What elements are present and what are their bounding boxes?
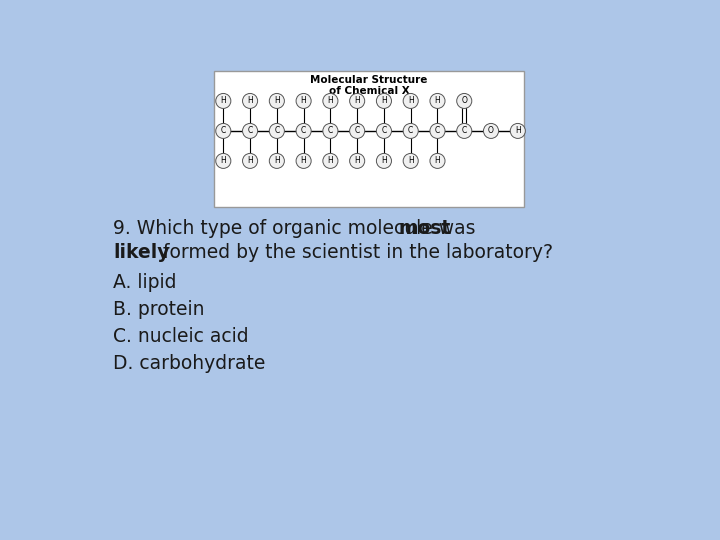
Circle shape [243, 93, 258, 109]
Text: H: H [328, 157, 333, 165]
Circle shape [269, 93, 284, 109]
Circle shape [456, 93, 472, 109]
Circle shape [216, 153, 231, 168]
Text: H: H [435, 157, 441, 165]
Text: H: H [301, 97, 307, 105]
Circle shape [296, 153, 311, 168]
Text: A. lipid: A. lipid [113, 273, 176, 292]
Circle shape [350, 124, 365, 138]
Text: H: H [354, 97, 360, 105]
Circle shape [350, 153, 365, 168]
Circle shape [430, 124, 445, 138]
Text: H: H [408, 97, 413, 105]
Circle shape [323, 124, 338, 138]
Circle shape [269, 124, 284, 138]
Text: C: C [382, 126, 387, 136]
Circle shape [216, 93, 231, 109]
Text: H: H [301, 157, 307, 165]
Text: C. nucleic acid: C. nucleic acid [113, 327, 249, 346]
Circle shape [323, 93, 338, 109]
Text: H: H [381, 157, 387, 165]
Text: H: H [381, 97, 387, 105]
Circle shape [350, 93, 365, 109]
Circle shape [430, 93, 445, 109]
Circle shape [430, 153, 445, 168]
Circle shape [323, 153, 338, 168]
Text: C: C [301, 126, 306, 136]
Text: H: H [274, 97, 280, 105]
Circle shape [403, 93, 418, 109]
Text: O: O [488, 126, 494, 136]
Text: C: C [462, 126, 467, 136]
Text: C: C [328, 126, 333, 136]
Text: H: H [274, 157, 280, 165]
Circle shape [510, 124, 526, 138]
Text: C: C [220, 126, 226, 136]
Text: H: H [435, 97, 441, 105]
Text: H: H [515, 126, 521, 136]
Text: H: H [220, 97, 226, 105]
Circle shape [243, 124, 258, 138]
Text: H: H [247, 157, 253, 165]
Circle shape [377, 153, 392, 168]
Circle shape [484, 124, 498, 138]
Text: C: C [408, 126, 413, 136]
Circle shape [377, 124, 392, 138]
Text: B. protein: B. protein [113, 300, 204, 319]
Circle shape [269, 153, 284, 168]
Text: C: C [435, 126, 440, 136]
Text: 9. Which type of organic molecule was: 9. Which type of organic molecule was [113, 219, 482, 238]
Text: H: H [328, 97, 333, 105]
Text: O: O [462, 97, 467, 105]
Text: formed by the scientist in the laboratory?: formed by the scientist in the laborator… [157, 244, 553, 262]
Text: C: C [248, 126, 253, 136]
Text: H: H [354, 157, 360, 165]
Circle shape [243, 153, 258, 168]
Text: likely: likely [113, 244, 170, 262]
Text: C: C [354, 126, 360, 136]
Text: H: H [220, 157, 226, 165]
Circle shape [377, 93, 392, 109]
Text: H: H [247, 97, 253, 105]
Text: H: H [408, 157, 413, 165]
Text: D. carbohydrate: D. carbohydrate [113, 354, 266, 373]
FancyBboxPatch shape [214, 71, 524, 207]
Text: most: most [399, 219, 451, 238]
Text: Molecular Structure
of Chemical X: Molecular Structure of Chemical X [310, 75, 428, 97]
Circle shape [296, 124, 311, 138]
Text: C: C [274, 126, 279, 136]
Circle shape [403, 124, 418, 138]
Circle shape [296, 93, 311, 109]
Circle shape [216, 124, 231, 138]
Circle shape [403, 153, 418, 168]
Circle shape [456, 124, 472, 138]
